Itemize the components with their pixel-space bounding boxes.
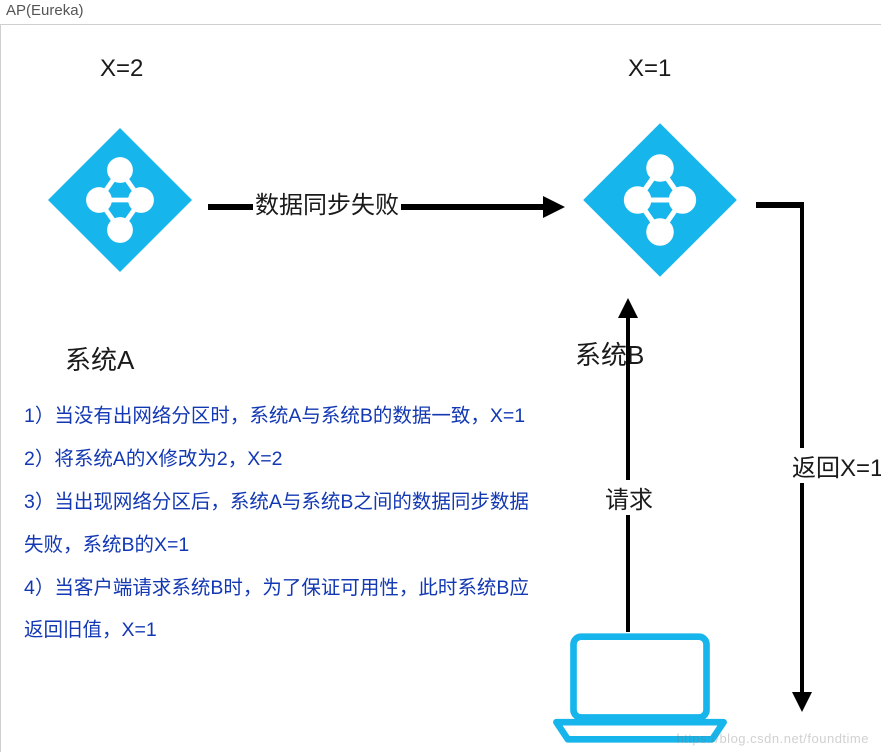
system-a-icon [45, 125, 195, 275]
system-b-bottom-label: 系统B [575, 335, 644, 372]
sync-arrow-head [543, 196, 565, 218]
system-a-bottom-label: 系统A [65, 340, 134, 377]
step-line: 3）当出现网络分区后，系统A与系统B之间的数据同步数据失败，系统B的X=1 [24, 481, 539, 567]
request-arrow-line [626, 316, 630, 632]
request-arrow-head [618, 298, 638, 318]
client-laptop-icon [545, 628, 735, 748]
step-line: 2）将系统A的X修改为2，X=2 [24, 438, 539, 481]
steps-text: 1）当没有出网络分区时，系统A与系统B的数据一致，X=12）将系统A的X修改为2… [24, 395, 539, 652]
system-a-top-label: X=2 [100, 55, 143, 83]
sync-arrow-label: 数据同步失败 [253, 185, 401, 220]
watermark: https://blog.csdn.net/foundtime [676, 731, 869, 746]
page-title: AP(Eureka) [6, 2, 84, 19]
request-arrow-label: 请求 [603, 480, 655, 515]
system-b-icon [580, 120, 740, 280]
return-arrow-head [792, 692, 812, 712]
system-b-top-label: X=1 [628, 55, 671, 83]
step-line: 4）当客户端请求系统B时，为了保证可用性，此时系统B应返回旧值，X=1 [24, 567, 539, 653]
return-arrow-label: 返回X=1 [790, 448, 881, 483]
step-line: 1）当没有出网络分区时，系统A与系统B的数据一致，X=1 [24, 395, 539, 438]
return-arrow-h [756, 202, 804, 208]
